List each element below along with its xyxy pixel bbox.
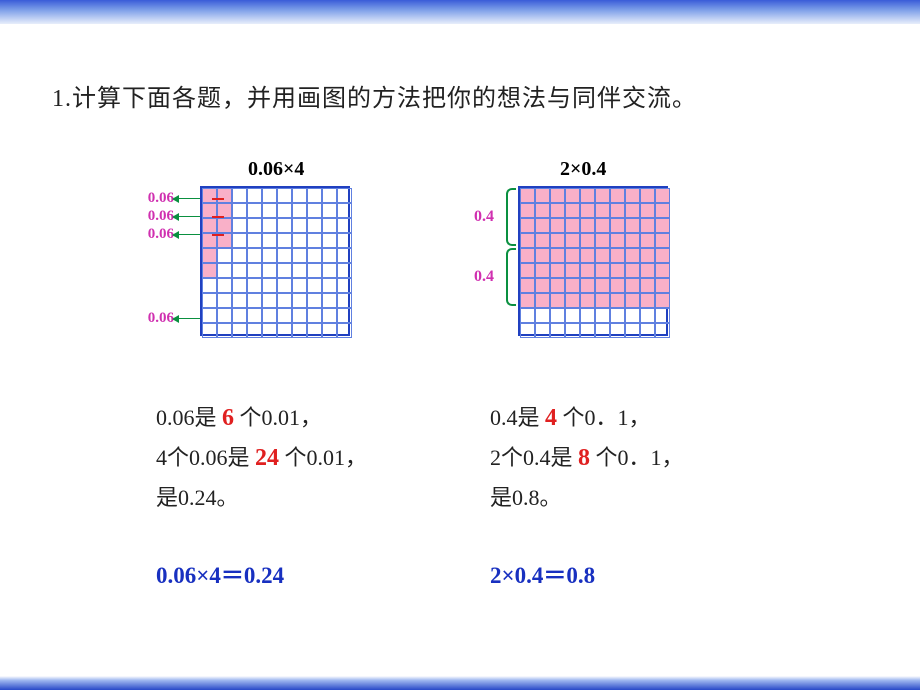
text: 是0.24。	[156, 485, 239, 510]
explain-2-line-2: 2个0.4是 8 个0．1，	[490, 438, 684, 478]
expression-title-1: 0.06×4	[248, 158, 304, 181]
result-2: 2×0.4＝0.8	[490, 556, 595, 590]
grid-1	[200, 186, 350, 336]
tick-icon	[212, 234, 224, 236]
text: 个0．1，	[590, 445, 684, 470]
brace-label-1: 0.4	[474, 208, 494, 226]
explain-1-line-1: 0.06是 6 个0.01，	[156, 398, 322, 438]
tick-icon	[212, 198, 224, 200]
red-value: 4	[545, 405, 557, 431]
grid-2-wrap	[518, 186, 668, 336]
text: 2个0.4是	[490, 445, 578, 470]
text: 0.4是	[490, 405, 545, 430]
brace-2	[506, 248, 516, 306]
text: 4个0.06是	[156, 445, 255, 470]
arrow-icon	[178, 234, 200, 235]
row-label: 0.06	[140, 208, 174, 225]
result-1: 0.06×4＝0.24	[156, 556, 284, 590]
grid-2	[518, 186, 668, 336]
text: 个0.01，	[279, 445, 367, 470]
instruction-text: 1.计算下面各题，并用画图的方法把你的想法与同伴交流。	[52, 78, 697, 113]
explain-2-line-1: 0.4是 4 个0．1，	[490, 398, 651, 438]
brace-1	[506, 188, 516, 246]
red-value: 6	[222, 405, 234, 431]
text: 是0.8。	[490, 485, 562, 510]
explain-1-line-3: 是0.24。	[156, 478, 239, 518]
red-value: 24	[255, 445, 279, 471]
explain-2-line-3: 是0.8。	[490, 478, 562, 518]
brace-label-2: 0.4	[474, 268, 494, 286]
expression-title-2: 2×0.4	[560, 158, 606, 181]
red-value: 8	[578, 445, 590, 471]
text: 0.06是	[156, 405, 222, 430]
row-label: 0.06	[140, 190, 174, 207]
grid-1-wrap	[200, 186, 350, 336]
tick-icon	[212, 216, 224, 218]
row-label: 0.06	[140, 310, 174, 327]
arrow-icon	[178, 216, 200, 217]
arrow-icon	[178, 198, 200, 199]
bottom-gradient-bar	[0, 676, 920, 690]
text: 个0．1，	[557, 405, 651, 430]
row-label: 0.06	[140, 226, 174, 243]
text: 个0.01，	[234, 405, 322, 430]
top-gradient-bar	[0, 0, 920, 24]
explain-1-line-2: 4个0.06是 24 个0.01，	[156, 438, 367, 478]
arrow-icon	[178, 318, 200, 319]
